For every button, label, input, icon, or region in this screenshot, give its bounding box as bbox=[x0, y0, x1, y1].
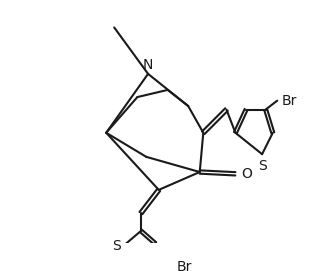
Text: N: N bbox=[143, 58, 153, 72]
Text: S: S bbox=[258, 159, 266, 173]
Text: S: S bbox=[113, 239, 121, 253]
Text: Br: Br bbox=[177, 260, 192, 271]
Text: O: O bbox=[241, 167, 252, 181]
Text: Br: Br bbox=[282, 94, 297, 108]
